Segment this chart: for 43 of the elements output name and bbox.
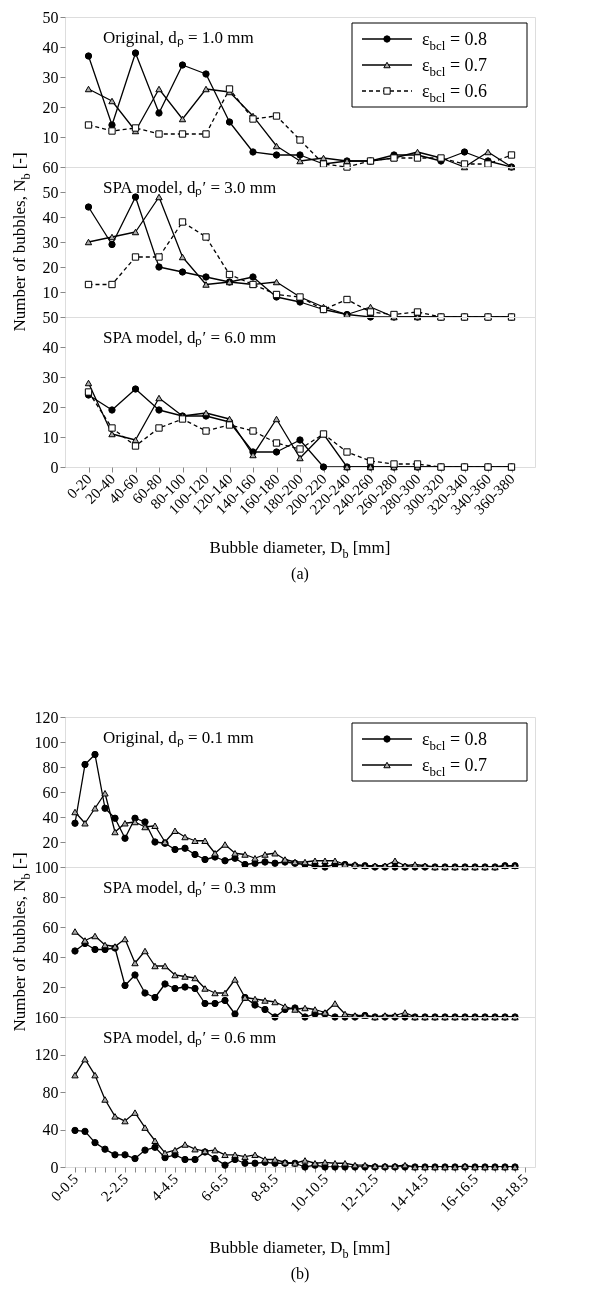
- y-tick-label: 50: [42, 183, 59, 201]
- y-tick-label: 100: [34, 858, 59, 876]
- y-tick-label: 40: [42, 208, 59, 226]
- y-tick-label: 20: [42, 258, 59, 276]
- annotation: Original, dₚ = 0.1 mm: [103, 728, 254, 748]
- y-tick-label: 20: [42, 833, 59, 851]
- y-tick-label: 0: [50, 1158, 59, 1176]
- annotation: SPA model, dₚ′ = 6.0 mm: [103, 328, 277, 348]
- y-tick-label: 80: [42, 758, 59, 776]
- y-tick-label: 10: [42, 428, 59, 446]
- y-tick-label: 20: [42, 978, 59, 996]
- y-tick-label: 80: [42, 888, 59, 906]
- y-tick-label: 50: [42, 308, 59, 326]
- y-axis-title: Number of bubbles, Nb [-]: [10, 852, 34, 1032]
- annotation: SPA model, dₚ′ = 0.6 mm: [103, 1028, 277, 1048]
- y-tick-label: 100: [34, 733, 59, 751]
- annotation: SPA model, dₚ′ = 3.0 mm: [103, 178, 277, 198]
- y-tick-label: 50: [42, 8, 59, 26]
- y-tick-label: 0: [50, 458, 59, 476]
- y-tick-label: 20: [42, 98, 59, 116]
- y-tick-label: 20: [42, 398, 59, 416]
- annotation: Original, dₚ = 1.0 mm: [103, 28, 254, 48]
- y-tick-label: 120: [34, 708, 59, 726]
- y-tick-label: 80: [42, 1083, 59, 1101]
- y-tick-label: 40: [42, 948, 59, 966]
- text: (b): [290, 1265, 310, 1283]
- y-tick-label: 120: [34, 1046, 59, 1063]
- annotation: SPA model, dₚ′ = 0.3 mm: [103, 878, 277, 898]
- y-axis-title: Number of bubbles, Nb [-]: [10, 152, 34, 332]
- y-tick-label: 60: [42, 158, 59, 176]
- y-tick-label: 30: [42, 233, 59, 251]
- y-tick-label: 30: [42, 368, 59, 386]
- y-tick-label: 60: [42, 918, 59, 936]
- text: (a): [291, 565, 309, 583]
- y-tick-label: 30: [42, 68, 59, 86]
- y-tick-label: 10: [42, 283, 59, 301]
- y-tick-label: 160: [34, 1008, 59, 1026]
- y-tick-label: 60: [42, 783, 59, 801]
- y-tick-label: 10: [42, 128, 59, 146]
- y-tick-label: 40: [42, 1121, 59, 1138]
- y-tick-label: 40: [42, 808, 59, 826]
- y-tick-label: 40: [42, 38, 59, 56]
- y-tick-label: 40: [42, 338, 59, 356]
